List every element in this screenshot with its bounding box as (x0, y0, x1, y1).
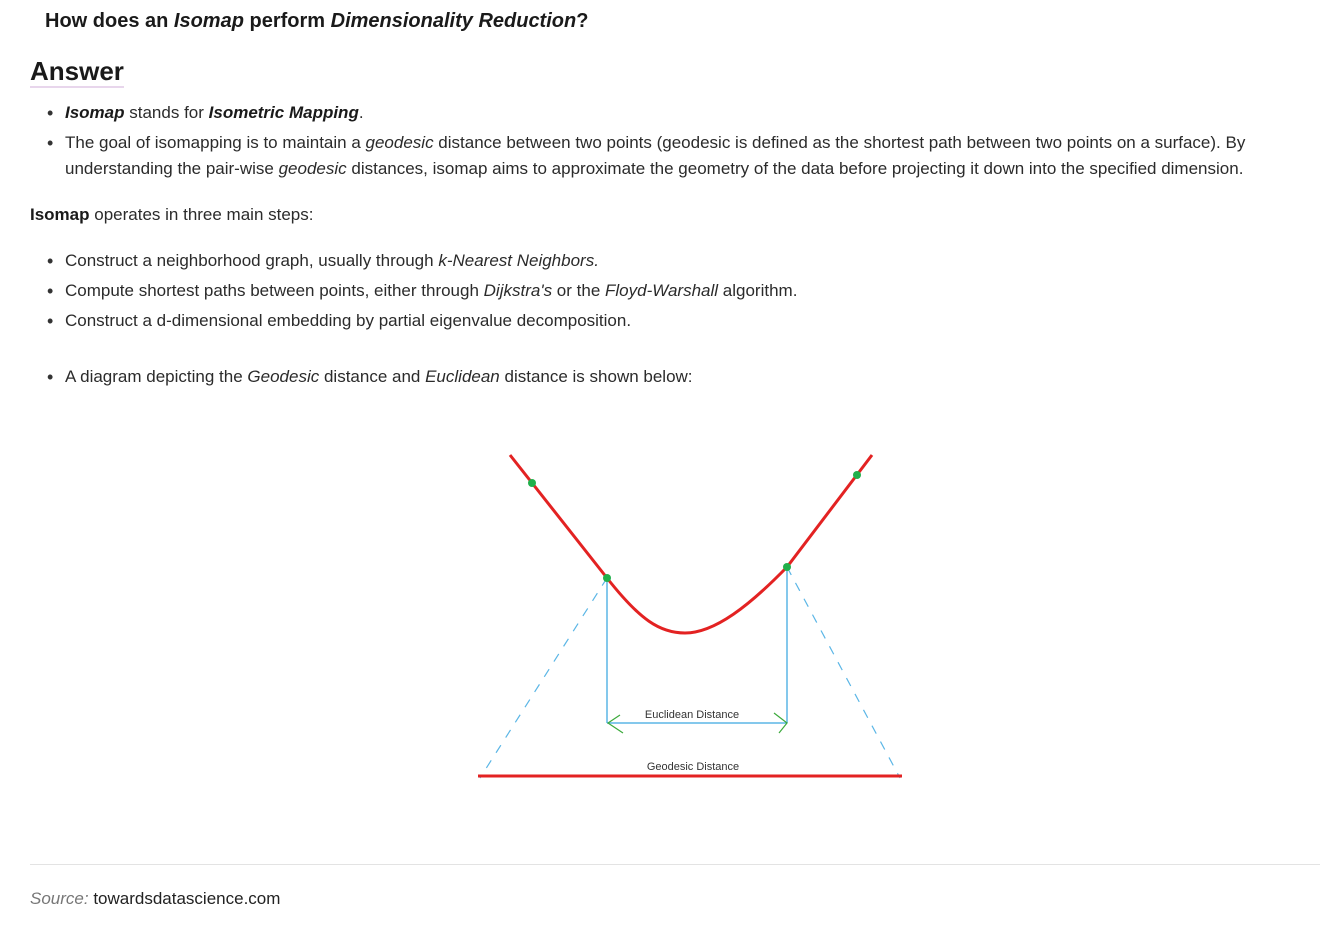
step-item: Construct a d-dimensional embedding by p… (30, 308, 1300, 334)
step-item: Construct a neighborhood graph, usually … (30, 248, 1300, 274)
list-item: The goal of isomapping is to maintain a … (30, 130, 1300, 182)
source-line: Source: towardsdatascience.com (30, 887, 280, 911)
list-text: algorithm. (718, 281, 798, 300)
list-text: Compute shortest paths between points, e… (65, 281, 484, 300)
euclidean-arrowhead-right (773, 712, 788, 734)
term-isomap: Isomap (65, 103, 125, 122)
list-text: . (358, 103, 364, 122)
question-text: ? (576, 10, 589, 32)
source-label: Source: (30, 889, 89, 908)
term-geodesic: Geodesic (247, 367, 320, 386)
projection-line-right (786, 566, 901, 779)
question-emphasis: Dimensionality Reduction (330, 10, 577, 32)
data-point (603, 574, 611, 582)
manifold-curve (508, 454, 874, 635)
question-text: How does an (45, 10, 174, 32)
answer-heading: Answer (30, 56, 124, 88)
euclidean-arrowhead-left (606, 714, 624, 734)
term-floyd-warshall: Floyd-Warshall (605, 281, 719, 300)
list-item: Isomap stands for Isometric Mapping. (30, 100, 1300, 126)
euclidean-distance-label: Euclidean Distance (645, 709, 739, 721)
question-text: perform (243, 10, 331, 32)
term-isometric-mapping: Isometric Mapping (208, 103, 359, 122)
term-geodesic: geodesic (365, 133, 434, 152)
data-point (528, 479, 536, 487)
steps-list: Construct a neighborhood graph, usually … (30, 248, 1300, 338)
list-text: Construct a d-dimensional embedding by p… (65, 311, 632, 330)
list-text: stands for (124, 103, 209, 122)
geodesic-euclidean-diagram: Euclidean Distance Geodesic Distance (478, 454, 902, 779)
list-text: distance between two points (geodesic is… (65, 133, 1246, 178)
projection-line-left (479, 577, 608, 779)
term-dijkstra: Dijkstra's (483, 281, 553, 300)
source-value: towardsdatascience.com (88, 889, 281, 908)
divider (30, 864, 1320, 865)
list-text: distance and (319, 367, 426, 386)
term-knn: k-Nearest Neighbors. (438, 251, 599, 270)
list-text: distance is shown below: (499, 367, 693, 386)
data-point (783, 563, 791, 571)
term-isomap: Isomap (30, 205, 90, 224)
steps-intro-text: operates in three main steps: (89, 205, 314, 224)
geodesic-distance-label: Geodesic Distance (647, 761, 739, 773)
data-point (853, 471, 861, 479)
steps-intro: Isomap operates in three main steps: (30, 202, 314, 228)
question-title: How does an Isomap perform Dimensionalit… (45, 10, 588, 33)
term-geodesic: geodesic (278, 159, 347, 178)
term-euclidean: Euclidean (425, 367, 500, 386)
list-text: distances, isomap aims to approximate th… (346, 159, 1244, 178)
diagram-intro-list: A diagram depicting the Geodesic distanc… (30, 364, 1300, 390)
list-text: or the (552, 281, 605, 300)
list-item: A diagram depicting the Geodesic distanc… (30, 364, 1300, 390)
definition-list: Isomap stands for Isometric Mapping. The… (30, 100, 1300, 186)
list-text: Construct a neighborhood graph, usually … (65, 251, 439, 270)
step-item: Compute shortest paths between points, e… (30, 278, 1300, 304)
question-emphasis: Isomap (173, 10, 244, 32)
list-text: The goal of isomapping is to maintain a (65, 133, 366, 152)
list-text: A diagram depicting the (65, 367, 248, 386)
